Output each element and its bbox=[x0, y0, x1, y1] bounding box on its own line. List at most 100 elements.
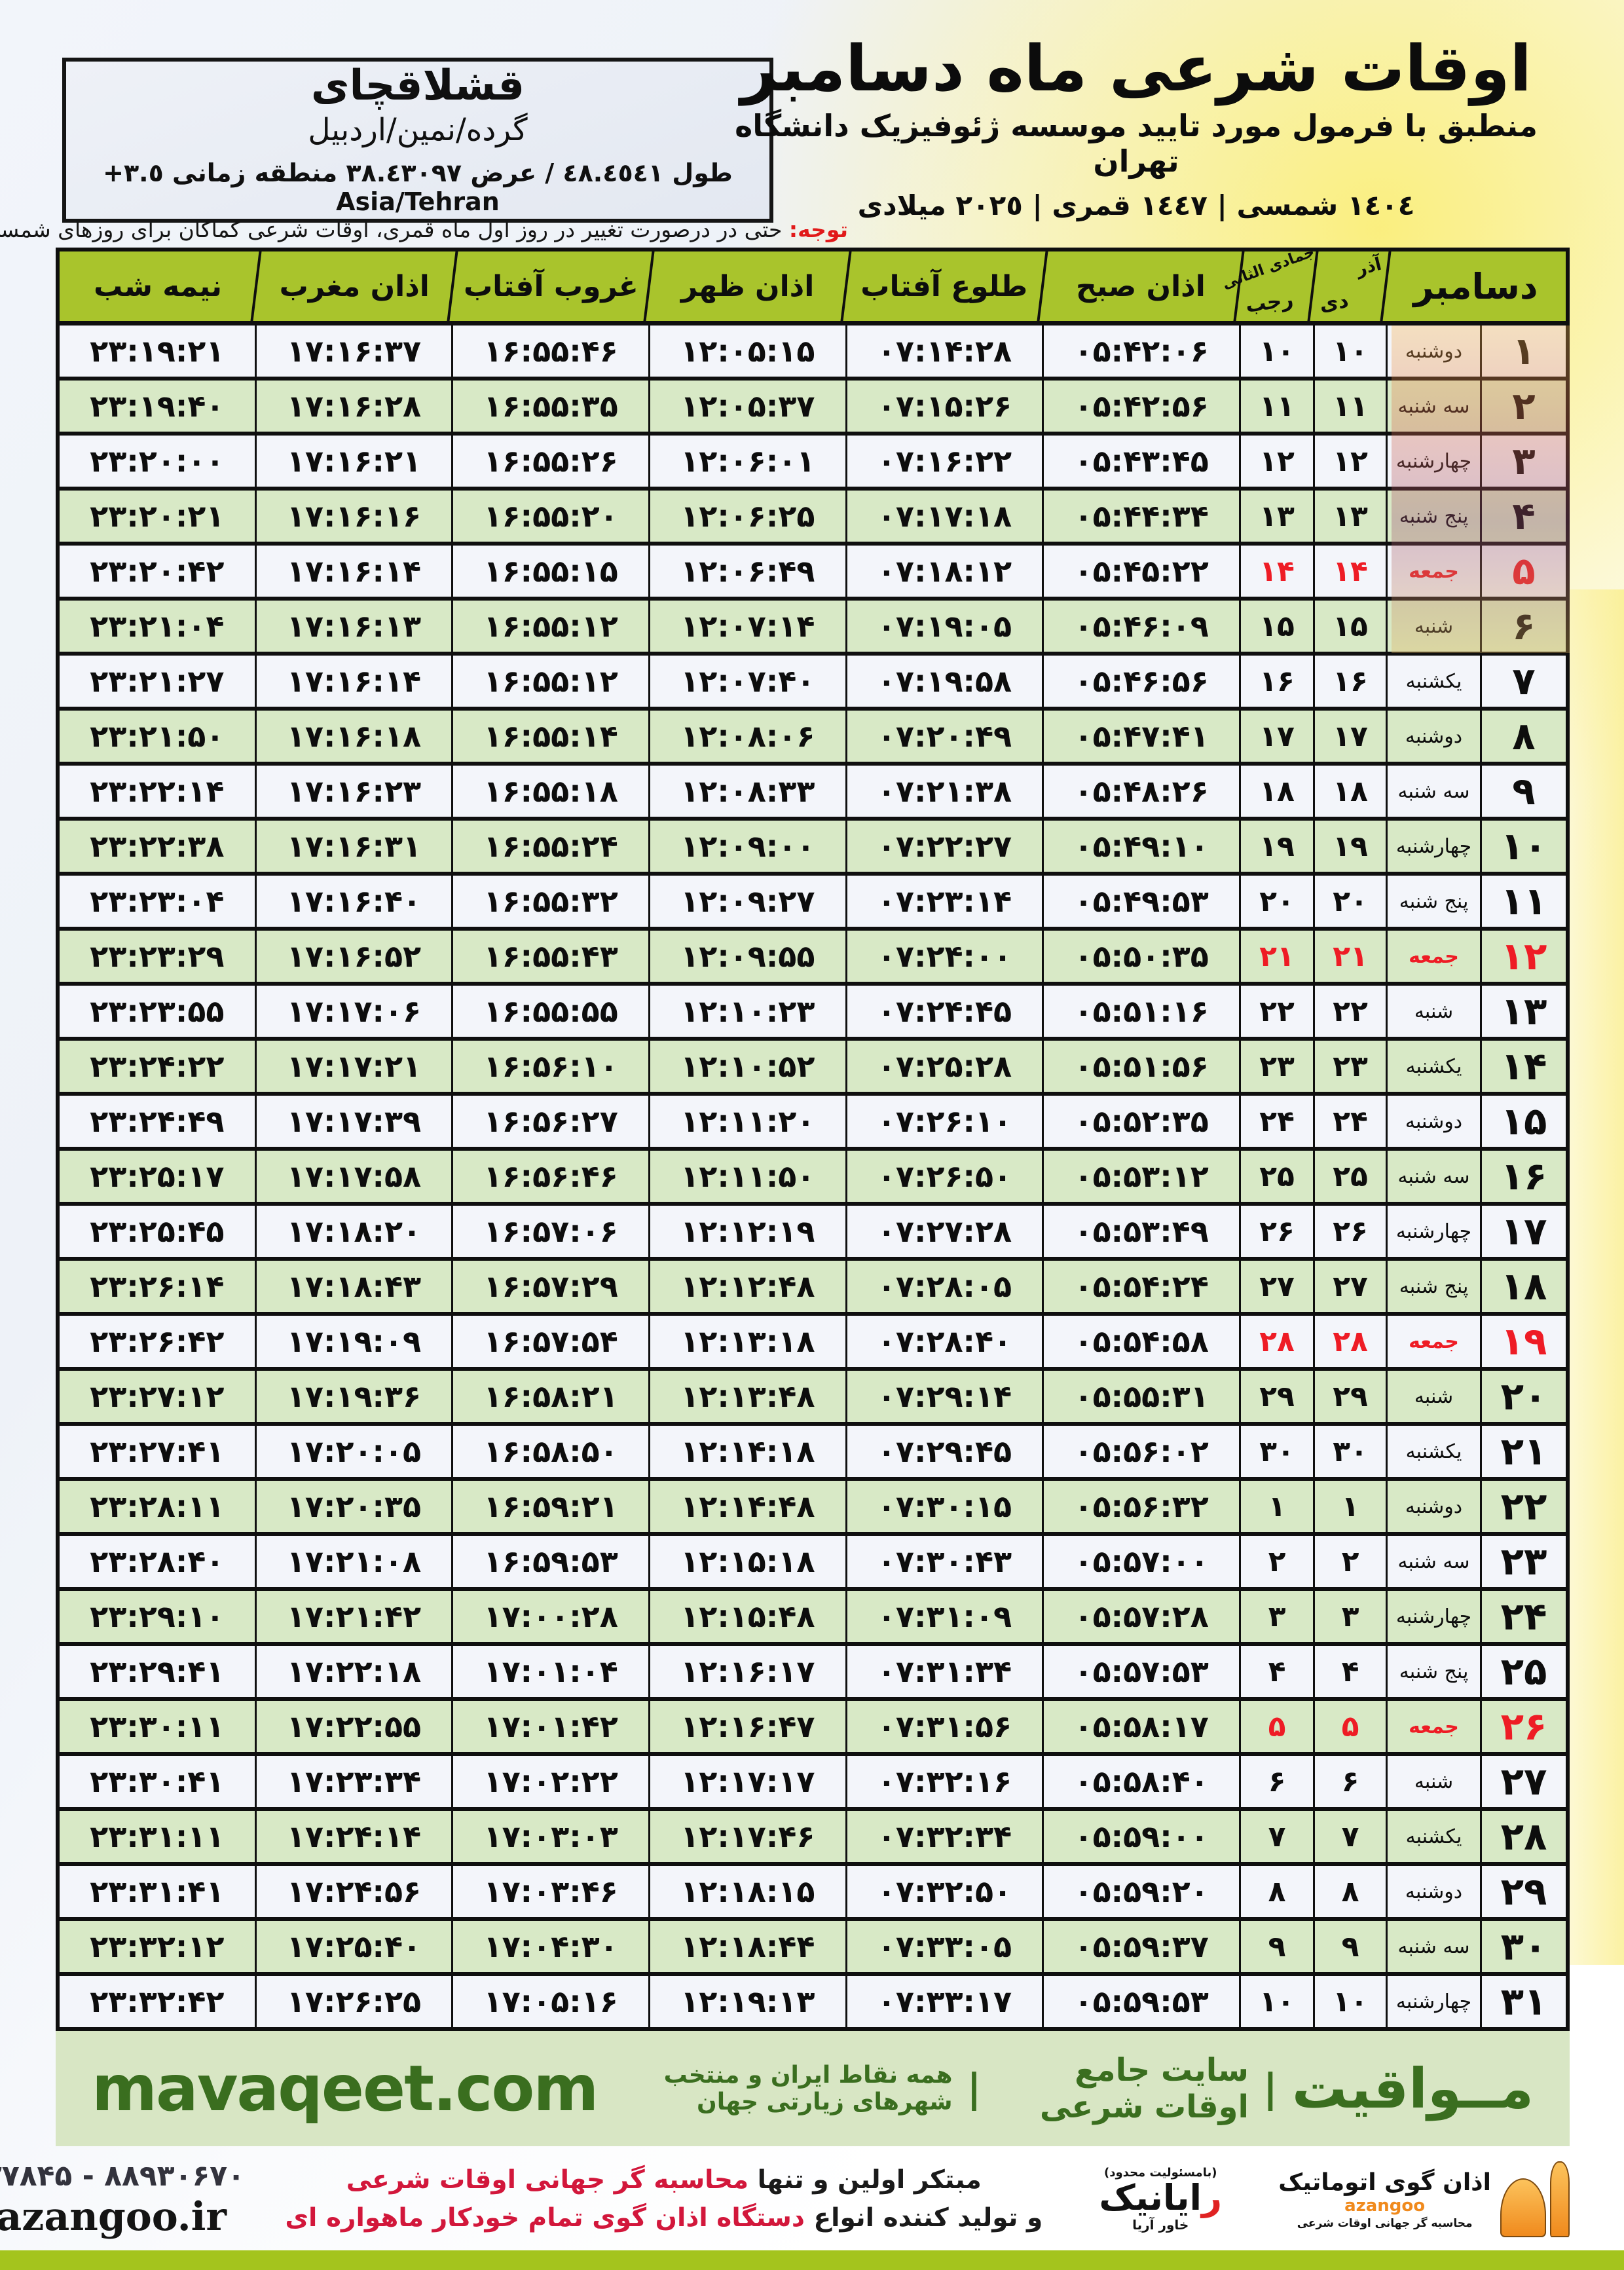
midnight-time: ۲۳:۲۹:۱۰ bbox=[60, 1591, 257, 1642]
rayanik-r: ر bbox=[1202, 2177, 1223, 2219]
solar-day-number: ۱ bbox=[1315, 1481, 1388, 1532]
solar-day-number: ۲۷ bbox=[1315, 1261, 1388, 1312]
solar-day-number: ۳ bbox=[1315, 1591, 1388, 1642]
table-row: ۱۹ جمعه ۲۸ ۲۸ ۰۵:۵۴:۵۸ ۰۷:۲۸:۴۰ ۱۲:۱۳:۱۸… bbox=[60, 1312, 1566, 1367]
azan-zohr-time: ۱۲:۰۹:۰۰ bbox=[650, 821, 847, 872]
azan-zohr-time: ۱۲:۱۱:۵۰ bbox=[650, 1151, 847, 1202]
lunar-day-number: ۲۵ bbox=[1241, 1151, 1315, 1202]
azan-zohr-time: ۱۲:۰۵:۳۷ bbox=[650, 381, 847, 432]
midnight-time: ۲۳:۳۲:۴۲ bbox=[60, 1976, 257, 2027]
weekday-name: شنبه bbox=[1388, 1371, 1482, 1422]
sunset-time: ۱۶:۵۷:۵۴ bbox=[453, 1316, 650, 1367]
sunset-time: ۱۶:۵۵:۴۶ bbox=[453, 326, 650, 377]
sunrise-time: ۰۷:۱۹:۰۵ bbox=[847, 601, 1044, 652]
midnight-time: ۲۳:۲۶:۴۲ bbox=[60, 1316, 257, 1367]
weekday-name: سه شنبه bbox=[1388, 1536, 1482, 1587]
sunrise-time: ۰۷:۲۰:۴۹ bbox=[847, 711, 1044, 762]
midnight-time: ۲۳:۲۲:۳۸ bbox=[60, 821, 257, 872]
azan-sobh-time: ۰۵:۵۹:۲۰ bbox=[1044, 1866, 1241, 1917]
sunset-time: ۱۷:۰۳:۰۳ bbox=[453, 1811, 650, 1862]
solar-day-number: ۱۰ bbox=[1315, 1976, 1388, 2027]
header-midnight: نیمه شب bbox=[60, 251, 256, 321]
notice-line: توجه: حتی در درصورت تغییر در روز اول ماه… bbox=[0, 217, 848, 242]
azan-sobh-time: ۰۵:۵۹:۰۰ bbox=[1044, 1811, 1241, 1862]
december-day-number: ۱۱ bbox=[1500, 879, 1547, 923]
notice-label: توجه: bbox=[788, 217, 848, 242]
sunrise-time: ۰۷:۳۱:۵۶ bbox=[847, 1701, 1044, 1752]
december-day-number: ۱ bbox=[1512, 329, 1536, 373]
mavaqeet-tagline-2: همه نقاط ایران و منتخب شهرهای زیارتی جها… bbox=[663, 2062, 953, 2115]
rayanik-logo-block: (بامسئولیت محدود) رایانیک خاور آریا bbox=[1062, 2166, 1259, 2233]
azan-zohr-time: ۱۲:۱۳:۱۸ bbox=[650, 1316, 847, 1367]
december-day-number: ۱۹ bbox=[1500, 1319, 1547, 1364]
solar-day-number: ۲۲ bbox=[1315, 986, 1388, 1037]
lunar-day-number: ۲۹ bbox=[1241, 1371, 1315, 1422]
slogan1-red: محاسبه گر جهانی اوقات شرعی bbox=[346, 2165, 749, 2195]
table-row: ۱۱ پنج شنبه ۲۰ ۲۰ ۰۵:۴۹:۵۳ ۰۷:۲۳:۱۴ ۱۲:۰… bbox=[60, 872, 1566, 927]
prayer-table-body: ۱ دوشنبه ۱۰ ۱۰ ۰۵:۴۲:۰۶ ۰۷:۱۴:۲۸ ۱۲:۰۵:۱… bbox=[60, 326, 1566, 2027]
table-row: ۱۶ سه شنبه ۲۵ ۲۵ ۰۵:۵۳:۱۲ ۰۷:۲۶:۵۰ ۱۲:۱۱… bbox=[60, 1147, 1566, 1202]
azan-zohr-time: ۱۲:۱۵:۴۸ bbox=[650, 1591, 847, 1642]
december-day-number: ۹ bbox=[1512, 769, 1536, 813]
sunrise-time: ۰۷:۱۷:۱۸ bbox=[847, 491, 1044, 542]
lunar-day-number: ۲۶ bbox=[1241, 1206, 1315, 1257]
lunar-day-number: ۶ bbox=[1241, 1756, 1315, 1807]
midnight-time: ۲۳:۲۱:۵۰ bbox=[60, 711, 257, 762]
sunrise-time: ۰۷:۲۹:۱۴ bbox=[847, 1371, 1044, 1422]
azan-maghreb-time: ۱۷:۱۷:۵۸ bbox=[257, 1151, 454, 1202]
december-day-number: ۱۵ bbox=[1500, 1099, 1547, 1144]
solar-day-number: ۱۵ bbox=[1315, 601, 1388, 652]
azan-sobh-time: ۰۵:۴۲:۰۶ bbox=[1044, 326, 1241, 377]
header-lunar-month: جمادی الثانی رجب bbox=[1220, 251, 1317, 321]
azan-maghreb-time: ۱۷:۱۷:۳۹ bbox=[257, 1096, 454, 1147]
azan-maghreb-time: ۱۷:۲۰:۳۵ bbox=[257, 1481, 454, 1532]
weekday-name: چهارشنبه bbox=[1388, 821, 1482, 872]
azan-sobh-time: ۰۵:۵۳:۱۲ bbox=[1044, 1151, 1241, 1202]
header-azar: آذر bbox=[1354, 253, 1384, 280]
azan-maghreb-time: ۱۷:۱۶:۱۶ bbox=[257, 491, 454, 542]
dome-shape bbox=[1500, 2178, 1546, 2237]
sunset-time: ۱۶:۵۶:۲۷ bbox=[453, 1096, 650, 1147]
december-day-number: ۱۷ bbox=[1500, 1209, 1547, 1254]
weekday-name: جمعه bbox=[1388, 546, 1482, 597]
sunrise-time: ۰۷:۳۱:۳۴ bbox=[847, 1646, 1044, 1697]
lunar-day-number: ۸ bbox=[1241, 1866, 1315, 1917]
azan-maghreb-time: ۱۷:۱۶:۱۴ bbox=[257, 546, 454, 597]
azan-zohr-time: ۱۲:۱۰:۵۲ bbox=[650, 1041, 847, 1092]
azan-zohr-time: ۱۲:۰۸:۳۳ bbox=[650, 766, 847, 817]
azan-maghreb-time: ۱۷:۲۴:۱۴ bbox=[257, 1811, 454, 1862]
header-rajab: رجب bbox=[1244, 288, 1295, 318]
azan-sobh-time: ۰۵:۵۲:۳۵ bbox=[1044, 1096, 1241, 1147]
weekday-name: چهارشنبه bbox=[1388, 1206, 1482, 1257]
midnight-time: ۲۳:۲۰:۴۲ bbox=[60, 546, 257, 597]
azan-zohr-time: ۱۲:۰۷:۱۴ bbox=[650, 601, 847, 652]
weekday-name: چهارشنبه bbox=[1388, 1591, 1482, 1642]
midnight-time: ۲۳:۳۰:۱۱ bbox=[60, 1701, 257, 1752]
weekday-name: سه شنبه bbox=[1388, 381, 1482, 432]
december-day-number: ۷ bbox=[1512, 659, 1536, 703]
sunset-time: ۱۶:۵۸:۵۰ bbox=[453, 1426, 650, 1477]
midnight-time: ۲۳:۲۰:۲۱ bbox=[60, 491, 257, 542]
azan-zohr-time: ۱۲:۱۴:۱۸ bbox=[650, 1426, 847, 1477]
sunrise-time: ۰۷:۲۶:۱۰ bbox=[847, 1096, 1044, 1147]
azan-zohr-time: ۱۲:۱۹:۱۳ bbox=[650, 1976, 847, 2027]
table-row: ۱۷ چهارشنبه ۲۶ ۲۶ ۰۵:۵۳:۴۹ ۰۷:۲۷:۲۸ ۱۲:۱… bbox=[60, 1202, 1566, 1257]
azan-maghreb-time: ۱۷:۱۶:۴۰ bbox=[257, 876, 454, 927]
lunar-day-number: ۱۳ bbox=[1241, 491, 1315, 542]
table-row: ۸ دوشنبه ۱۷ ۱۷ ۰۵:۴۷:۴۱ ۰۷:۲۰:۴۹ ۱۲:۰۸:۰… bbox=[60, 707, 1566, 762]
header-azan-maghreb: اذان مغرب bbox=[256, 251, 452, 321]
azan-sobh-time: ۰۵:۴۷:۴۱ bbox=[1044, 711, 1241, 762]
azangoo-latin: azangoo bbox=[1344, 2195, 1426, 2216]
azan-sobh-time: ۰۵:۵۹:۵۳ bbox=[1044, 1976, 1241, 2027]
azan-zohr-time: ۱۲:۱۴:۴۸ bbox=[650, 1481, 847, 1532]
sunrise-time: ۰۷:۱۴:۲۸ bbox=[847, 326, 1044, 377]
azan-maghreb-time: ۱۷:۱۶:۲۱ bbox=[257, 436, 454, 487]
azan-sobh-time: ۰۵:۴۹:۵۳ bbox=[1044, 876, 1241, 927]
december-day-number: ۳ bbox=[1512, 439, 1536, 483]
sunrise-time: ۰۷:۳۳:۰۵ bbox=[847, 1921, 1044, 1972]
lunar-day-number: ۲ bbox=[1241, 1536, 1315, 1587]
azan-sobh-time: ۰۵:۴۵:۲۲ bbox=[1044, 546, 1241, 597]
solar-day-number: ۸ bbox=[1315, 1866, 1388, 1917]
lunar-day-number: ۱۷ bbox=[1241, 711, 1315, 762]
